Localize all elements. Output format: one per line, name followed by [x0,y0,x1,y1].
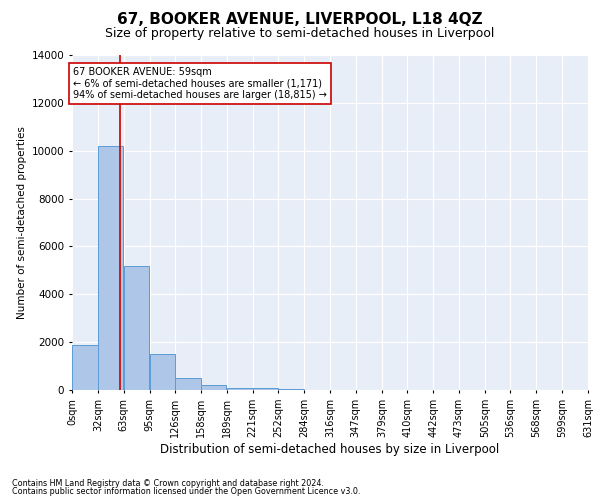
Bar [72,344,98,390]
X-axis label: Distribution of semi-detached houses by size in Liverpool: Distribution of semi-detached houses by … [160,442,500,456]
Bar [98,146,124,390]
Bar [202,385,226,390]
Text: 67, BOOKER AVENUE, LIVERPOOL, L18 4QZ: 67, BOOKER AVENUE, LIVERPOOL, L18 4QZ [117,12,483,28]
Bar [227,388,253,390]
Bar [278,389,304,390]
Bar [175,378,201,390]
Y-axis label: Number of semi-detached properties: Number of semi-detached properties [17,126,28,319]
Text: 67 BOOKER AVENUE: 59sqm
← 6% of semi-detached houses are smaller (1,171)
94% of : 67 BOOKER AVENUE: 59sqm ← 6% of semi-det… [73,67,326,100]
Bar [150,354,175,390]
Text: Contains public sector information licensed under the Open Government Licence v3: Contains public sector information licen… [12,487,361,496]
Bar [124,266,149,390]
Text: Contains HM Land Registry data © Crown copyright and database right 2024.: Contains HM Land Registry data © Crown c… [12,478,324,488]
Bar [253,388,278,390]
Text: Size of property relative to semi-detached houses in Liverpool: Size of property relative to semi-detach… [106,28,494,40]
